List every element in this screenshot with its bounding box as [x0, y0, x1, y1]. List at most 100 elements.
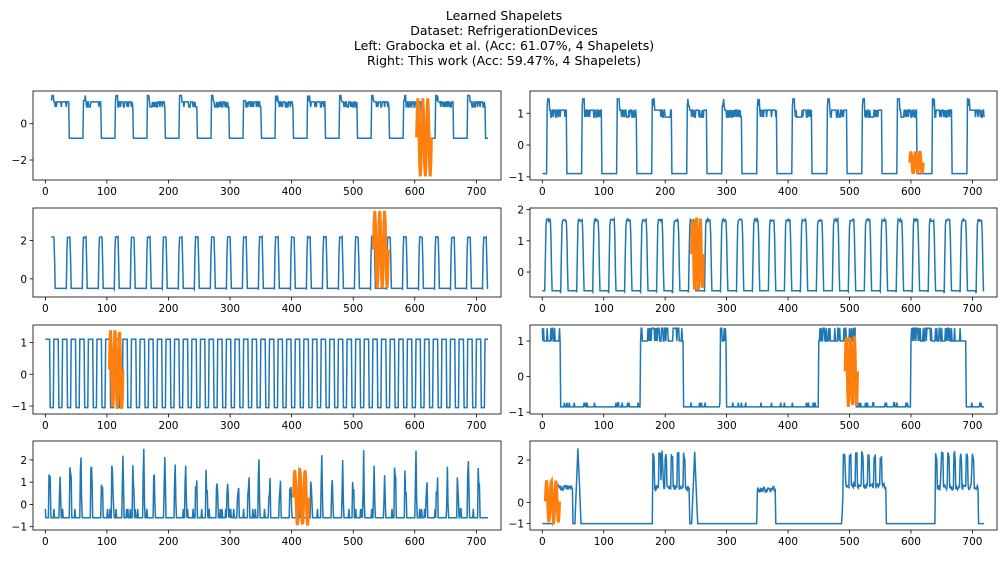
- x-tick-label-right-3-100: 100: [594, 420, 614, 432]
- x-tick-label-left-3-100: 100: [97, 420, 117, 432]
- y-tick-label-left-4-0: 0: [20, 499, 27, 511]
- series-line-right-2: [542, 216, 985, 295]
- series-line-left-4: [44, 448, 489, 519]
- x-tick-label-right-1-700: 700: [962, 186, 982, 198]
- title-line-1: Learned Shapelets: [445, 8, 563, 23]
- series-line-left-1: [50, 94, 489, 139]
- x-tick-label-right-3-200: 200: [655, 420, 675, 432]
- series-line-left-2: [50, 234, 489, 292]
- x-tick-label-left-3-600: 600: [405, 420, 425, 432]
- y-tick-label-right-2-2: 2: [517, 205, 524, 217]
- x-tick-label-right-1-600: 600: [901, 186, 921, 198]
- x-tick-label-right-4-700: 700: [962, 536, 982, 548]
- x-tick-label-right-3-500: 500: [840, 420, 860, 432]
- title-line-3: Left: Grabocka et al. (Acc: 61.07%, 4 Sh…: [353, 38, 655, 53]
- shapelet-line-right-1: [908, 150, 925, 175]
- x-tick-label-left-1-200: 200: [158, 186, 178, 198]
- x-tick-label-left-2-400: 400: [282, 303, 302, 315]
- x-tick-label-left-4-600: 600: [405, 536, 425, 548]
- x-tick-label-left-4-200: 200: [158, 536, 178, 548]
- shapelet-line-left-4: [292, 465, 311, 526]
- panel-right-2: 0 100 200 300 400 500 600 700 0 1 2: [517, 205, 998, 315]
- y-tick-label-left-1-0: 0: [20, 119, 27, 131]
- axes-frame-left-2: [32, 207, 502, 298]
- x-tick-label-right-2-0: 0: [539, 303, 546, 315]
- x-tick-label-right-1-100: 100: [594, 186, 614, 198]
- panel-left-3: 0 100 200 300 400 500 600 700 −1 0 1: [12, 324, 502, 432]
- x-tick-label-left-4-100: 100: [97, 536, 117, 548]
- x-tick-label-left-2-700: 700: [466, 303, 486, 315]
- y-tick-label-left-3-0: 0: [20, 369, 27, 381]
- x-tick-label-left-1-700: 700: [466, 186, 486, 198]
- x-tick-label-left-1-600: 600: [405, 186, 425, 198]
- x-tick-label-right-4-0: 0: [539, 536, 546, 548]
- y-tick-label-right-2-0: 0: [517, 267, 524, 279]
- axes-frame-left-3: [32, 324, 502, 415]
- x-tick-label-right-4-300: 300: [717, 536, 737, 548]
- y-tick-label-left-1--2: −2: [12, 155, 27, 167]
- x-tick-label-left-3-0: 0: [42, 420, 49, 432]
- x-tick-label-right-3-0: 0: [539, 420, 546, 432]
- series-line-right-3: [541, 327, 985, 408]
- x-tick-label-right-4-100: 100: [594, 536, 614, 548]
- series-line-right-1: [542, 98, 985, 175]
- x-tick-label-left-3-500: 500: [343, 420, 363, 432]
- x-tick-label-right-2-500: 500: [840, 303, 860, 315]
- x-tick-label-right-3-700: 700: [962, 420, 982, 432]
- x-tick-label-left-3-300: 300: [220, 420, 240, 432]
- title-line-4: Right: This work (Acc: 59.47%, 4 Shapele…: [366, 53, 642, 68]
- x-tick-label-left-1-0: 0: [42, 186, 49, 198]
- series-line-right-4: [542, 448, 985, 525]
- x-tick-label-right-3-600: 600: [901, 420, 921, 432]
- panel-right-1: 0 100 200 300 400 500 600 700 −1 0 1: [509, 90, 998, 198]
- panel-right-3: 0 100 200 300 400 500 600 700 −1 0 1: [509, 324, 998, 432]
- x-tick-label-right-2-200: 200: [655, 303, 675, 315]
- panel-left-1: 0 100 200 300 400 500 600 700 −2 0: [12, 90, 502, 198]
- panel-right-4: 0 100 200 300 400 500 600 700 −1 0 2: [509, 440, 998, 548]
- x-tick-label-left-2-600: 600: [405, 303, 425, 315]
- x-tick-label-left-2-0: 0: [42, 303, 49, 315]
- panel-left-2: 0 100 200 300 400 500 600 700 0 2: [20, 207, 502, 315]
- x-tick-label-left-4-300: 300: [220, 536, 240, 548]
- x-tick-label-right-4-500: 500: [840, 536, 860, 548]
- axes-frame-left-1: [32, 90, 502, 181]
- shapelet-line-left-2: [372, 210, 390, 289]
- x-tick-label-left-2-200: 200: [158, 303, 178, 315]
- x-tick-label-right-4-600: 600: [901, 536, 921, 548]
- x-tick-label-right-4-400: 400: [778, 536, 798, 548]
- x-tick-label-left-4-700: 700: [466, 536, 486, 548]
- y-tick-label-left-3-1: 1: [20, 337, 27, 349]
- x-tick-label-right-1-300: 300: [717, 186, 737, 198]
- x-tick-label-right-1-200: 200: [655, 186, 675, 198]
- x-tick-label-left-3-700: 700: [466, 420, 486, 432]
- x-tick-label-left-3-400: 400: [282, 420, 302, 432]
- shapelet-line-right-3: [843, 335, 859, 407]
- x-tick-label-left-1-100: 100: [97, 186, 117, 198]
- y-tick-label-left-4-2: 2: [20, 455, 27, 467]
- y-tick-label-right-3-1: 1: [517, 336, 524, 348]
- shapelet-line-left-3: [107, 330, 125, 409]
- y-tick-label-right-3--1: −1: [509, 407, 524, 419]
- y-tick-label-right-4--1: −1: [509, 519, 524, 531]
- x-tick-label-right-3-300: 300: [717, 420, 737, 432]
- x-tick-label-left-2-300: 300: [220, 303, 240, 315]
- figure-title: Learned Shapelets Dataset: Refrigeration…: [0, 8, 1008, 68]
- x-tick-label-right-2-100: 100: [594, 303, 614, 315]
- x-tick-label-right-2-300: 300: [717, 303, 737, 315]
- x-tick-label-left-2-500: 500: [343, 303, 363, 315]
- x-tick-label-left-4-500: 500: [343, 536, 363, 548]
- x-tick-label-right-2-700: 700: [962, 303, 982, 315]
- y-tick-label-right-1-1: 1: [517, 108, 524, 120]
- axes-frame-right-4: [529, 440, 998, 531]
- title-line-2: Dataset: RefrigerationDevices: [410, 23, 598, 38]
- shapelet-line-right-4: [543, 475, 561, 528]
- y-tick-label-right-2-1: 1: [517, 236, 524, 248]
- panel-left-4: 0 100 200 300 400 500 600 700 −1 0 1 2: [12, 440, 502, 548]
- x-tick-label-left-4-0: 0: [42, 536, 49, 548]
- axes-frame-right-2: [529, 207, 998, 298]
- y-tick-label-left-4-1: 1: [20, 477, 27, 489]
- y-tick-label-right-3-0: 0: [517, 372, 524, 384]
- x-tick-label-right-1-400: 400: [778, 186, 798, 198]
- x-tick-label-left-1-300: 300: [220, 186, 240, 198]
